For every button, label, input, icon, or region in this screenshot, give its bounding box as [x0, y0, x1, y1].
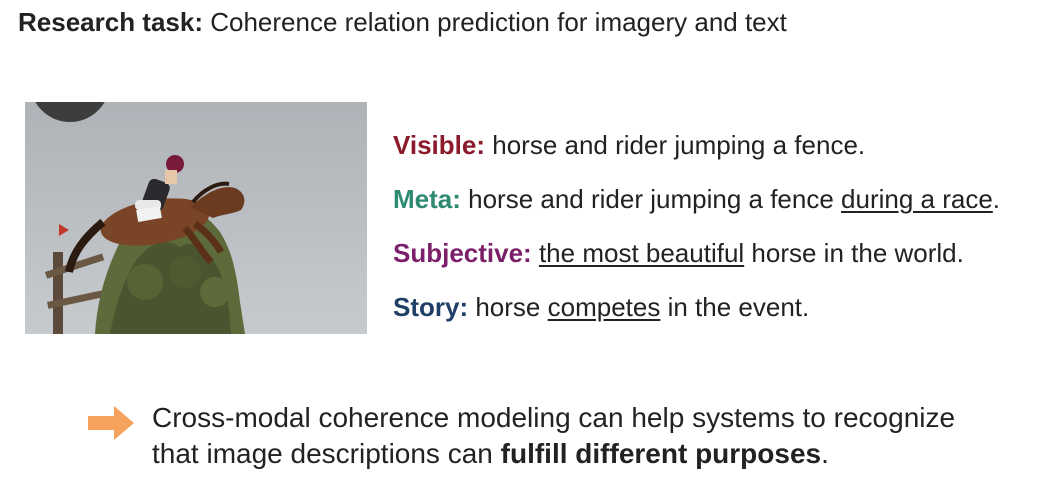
takeaway-line-2-post: .	[821, 438, 829, 469]
caption-subjective: Subjective: the most beautiful horse in …	[393, 226, 1000, 280]
horse-jump-photo	[25, 102, 367, 334]
caption-meta: Meta: horse and rider jumping a fence du…	[393, 172, 1000, 226]
caption-text	[532, 238, 539, 268]
caption-text-post: .	[992, 184, 1001, 214]
caption-story: Story: horse competes in the event.	[393, 280, 1000, 334]
takeaway-line-2: that image descriptions can fulfill diff…	[152, 436, 955, 472]
title-rest: Coherence relation prediction for imager…	[203, 7, 787, 37]
caption-label: Story:	[393, 292, 469, 322]
caption-underlined: during a race	[841, 184, 993, 214]
title-lead: Research task:	[18, 7, 203, 37]
caption-text: horse and rider jumping a fence	[460, 184, 842, 214]
caption-underlined: competes	[547, 292, 661, 322]
caption-text-post: in the event.	[660, 292, 810, 322]
caption-label: Meta:	[393, 184, 461, 214]
caption-text: horse	[468, 292, 548, 322]
takeaway-line-1: Cross-modal coherence modeling can help …	[152, 402, 956, 433]
horse-jump-illustration	[25, 102, 367, 334]
caption-underlined: the most beautiful	[538, 238, 745, 268]
caption-label: Subjective:	[393, 238, 532, 268]
takeaway-text: Cross-modal coherence modeling can help …	[152, 400, 955, 472]
takeaway-emphasis: fulfill different purposes	[500, 438, 822, 469]
caption-list: Visible: horse and rider jumping a fence…	[393, 118, 1000, 334]
caption-visible: Visible: horse and rider jumping a fence…	[393, 118, 1000, 172]
takeaway-line-2-pre: that image descriptions can	[152, 438, 501, 469]
caption-label: Visible:	[393, 130, 486, 160]
caption-text: horse and rider jumping a fence.	[485, 130, 866, 160]
page-title: Research task: Coherence relation predic…	[18, 6, 787, 38]
caption-text-post: horse in the world.	[744, 238, 964, 268]
arrow-right-icon	[88, 406, 134, 440]
